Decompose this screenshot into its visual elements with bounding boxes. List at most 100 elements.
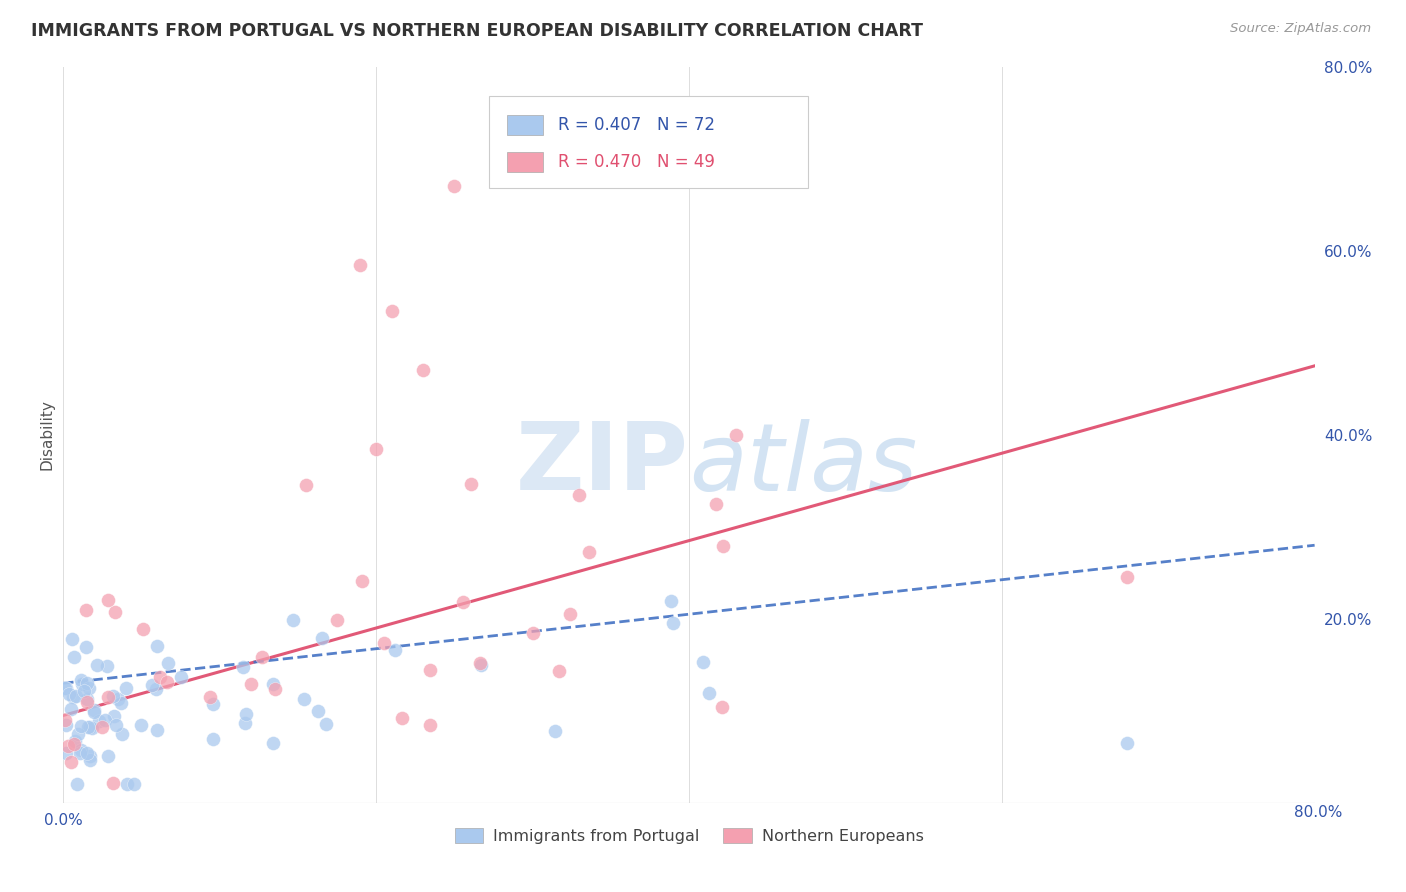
Point — [659, 594, 682, 608]
Point — [59, 755, 82, 769]
Point — [391, 711, 413, 725]
Point — [522, 625, 544, 640]
Point — [77, 681, 100, 695]
Point — [578, 545, 600, 559]
Point — [198, 690, 221, 705]
Point — [56, 739, 79, 753]
Point — [65, 689, 87, 703]
Point — [132, 622, 155, 636]
Text: IMMIGRANTS FROM PORTUGAL VS NORTHERN EUROPEAN DISABILITY CORRELATION CHART: IMMIGRANTS FROM PORTUGAL VS NORTHERN EUR… — [31, 22, 922, 40]
Text: ZIP: ZIP — [516, 418, 689, 510]
Point — [349, 258, 371, 272]
Point — [115, 681, 138, 695]
Point — [366, 442, 388, 456]
Point — [1116, 736, 1139, 750]
Point — [115, 777, 138, 791]
Point — [97, 592, 120, 607]
Point — [62, 738, 84, 752]
FancyBboxPatch shape — [508, 152, 543, 172]
Point — [262, 735, 284, 749]
Point — [352, 574, 374, 588]
Point — [69, 746, 91, 760]
Point — [103, 708, 125, 723]
Point — [1116, 570, 1139, 584]
Point — [111, 727, 134, 741]
Point — [62, 650, 84, 665]
Point — [412, 363, 434, 377]
Point — [65, 734, 87, 748]
Point — [558, 607, 581, 622]
Point — [55, 746, 77, 760]
Point — [70, 677, 93, 691]
Text: atlas: atlas — [689, 418, 917, 510]
Y-axis label: Disability: Disability — [39, 400, 55, 470]
Point — [94, 713, 117, 727]
Point — [235, 707, 257, 722]
Point — [468, 656, 491, 670]
Point — [263, 677, 285, 691]
Point — [548, 665, 571, 679]
Point — [124, 777, 146, 791]
Point — [381, 303, 404, 318]
Point — [169, 670, 191, 684]
Point — [544, 724, 567, 739]
Point — [692, 655, 714, 669]
Point — [83, 706, 105, 720]
Point — [146, 723, 169, 737]
Point — [70, 719, 93, 733]
Point — [77, 720, 100, 734]
Point — [75, 603, 97, 617]
Point — [252, 649, 274, 664]
Point — [101, 690, 124, 704]
Point — [419, 718, 441, 732]
Point — [325, 613, 347, 627]
Point — [156, 675, 179, 690]
Point — [76, 676, 98, 690]
Point — [373, 636, 395, 650]
Legend: Immigrants from Portugal, Northern Europeans: Immigrants from Portugal, Northern Europ… — [449, 822, 929, 850]
Point — [724, 427, 747, 442]
Point — [103, 776, 125, 790]
Point — [79, 749, 101, 764]
Point — [58, 687, 80, 701]
Text: R = 0.470   N = 49: R = 0.470 N = 49 — [558, 153, 714, 171]
Point — [239, 677, 262, 691]
Point — [83, 703, 105, 717]
Point — [264, 681, 287, 696]
Point — [55, 681, 77, 695]
Point — [60, 632, 83, 647]
Point — [568, 488, 591, 502]
Point — [53, 681, 76, 696]
Point — [86, 658, 108, 673]
Point — [76, 692, 98, 706]
Point — [710, 700, 733, 714]
Point — [66, 727, 89, 741]
Point — [104, 605, 127, 619]
Point — [384, 642, 406, 657]
Text: R = 0.407   N = 72: R = 0.407 N = 72 — [558, 116, 714, 134]
Point — [149, 670, 172, 684]
FancyBboxPatch shape — [508, 115, 543, 136]
Point — [82, 722, 104, 736]
Point — [110, 697, 132, 711]
Point — [107, 691, 129, 706]
Point — [233, 716, 256, 731]
Point — [704, 497, 727, 511]
Point — [307, 704, 329, 718]
Point — [711, 540, 734, 554]
Point — [294, 692, 316, 706]
Point — [315, 716, 337, 731]
Point — [311, 631, 333, 645]
Point — [76, 695, 98, 709]
Point — [79, 720, 101, 734]
Point — [105, 718, 128, 732]
Point — [201, 732, 224, 747]
Point — [419, 663, 441, 677]
Point — [470, 658, 492, 673]
Point — [697, 686, 720, 700]
Point — [146, 639, 169, 653]
Point — [90, 721, 112, 735]
Point — [89, 714, 111, 729]
Point — [70, 743, 93, 757]
Point — [60, 702, 83, 716]
